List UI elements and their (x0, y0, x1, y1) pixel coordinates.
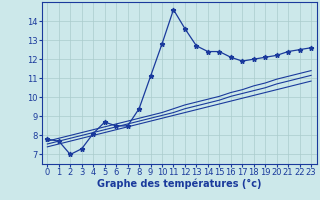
X-axis label: Graphe des températures (°c): Graphe des températures (°c) (97, 179, 261, 189)
